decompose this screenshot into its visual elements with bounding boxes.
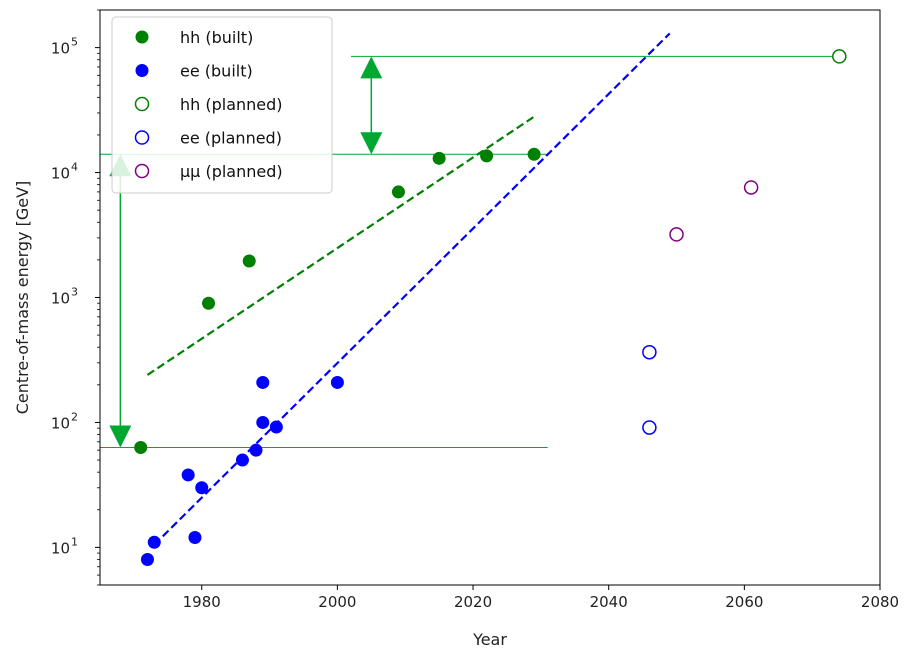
data-point <box>147 535 161 549</box>
data-point <box>134 441 148 455</box>
x-tick-label: 2020 <box>454 593 492 611</box>
data-point <box>391 185 405 199</box>
legend: hh (built) ee (built) hh (planned) ee (plan… <box>111 16 333 194</box>
legend-entry-label: hh (built) <box>180 28 253 47</box>
x-axis-ticks: 1980 2000 2020 2040 2060 2080 <box>183 585 899 611</box>
data-point <box>642 344 657 360</box>
data-point <box>140 552 154 566</box>
data-point <box>330 375 344 389</box>
data-point <box>256 375 270 389</box>
arrow-head-down <box>360 132 383 155</box>
y-tick-exponent: 4 <box>71 161 78 174</box>
legend-entry-label: μμ (planned) <box>180 162 283 181</box>
data-point <box>832 49 847 64</box>
x-tick-label: 2000 <box>318 593 356 611</box>
data-point <box>743 180 759 195</box>
data-point <box>432 151 446 165</box>
legend-marker <box>134 163 150 179</box>
data-point <box>195 481 209 495</box>
y-tick-label: 10 <box>51 539 70 557</box>
data-point <box>256 415 270 429</box>
y-tick-label: 10 <box>51 414 70 432</box>
legend-marker <box>135 30 149 44</box>
trend-line <box>146 115 535 376</box>
data-points <box>134 49 847 566</box>
data-point <box>242 254 256 268</box>
legend-entry-label: ee (planned) <box>180 129 282 148</box>
data-point <box>527 147 541 161</box>
data-point <box>642 420 657 435</box>
data-point <box>181 468 195 482</box>
arrow-head-up <box>360 56 383 79</box>
data-point <box>669 227 684 242</box>
y-tick-exponent: 5 <box>71 36 78 49</box>
y-tick-label: 10 <box>51 290 70 308</box>
data-point <box>235 453 249 467</box>
y-tick-label: 10 <box>51 165 70 183</box>
data-point <box>188 530 202 544</box>
legend-box <box>111 16 333 194</box>
y-axis-label: Centre-of-mass energy [GeV] <box>13 181 32 415</box>
data-point <box>269 420 283 434</box>
x-tick-label: 1980 <box>183 593 221 611</box>
x-axis-label: Year <box>472 630 507 649</box>
data-point <box>202 296 216 310</box>
legend-marker <box>134 96 150 112</box>
legend-entry-label: ee (built) <box>180 62 253 81</box>
y-tick-exponent: 3 <box>71 286 78 299</box>
y-tick-exponent: 1 <box>71 535 78 548</box>
y-tick-label: 10 <box>51 40 70 58</box>
data-point <box>249 443 263 457</box>
legend-marker <box>135 64 149 77</box>
x-tick-label: 2080 <box>861 593 899 611</box>
data-point <box>480 149 494 163</box>
legend-entry-label: hh (planned) <box>180 95 283 114</box>
y-tick-exponent: 2 <box>71 410 78 423</box>
arrow-head-down <box>109 425 132 448</box>
x-tick-label: 2060 <box>725 593 763 611</box>
legend-marker <box>134 130 150 145</box>
x-tick-label: 2040 <box>590 593 628 611</box>
